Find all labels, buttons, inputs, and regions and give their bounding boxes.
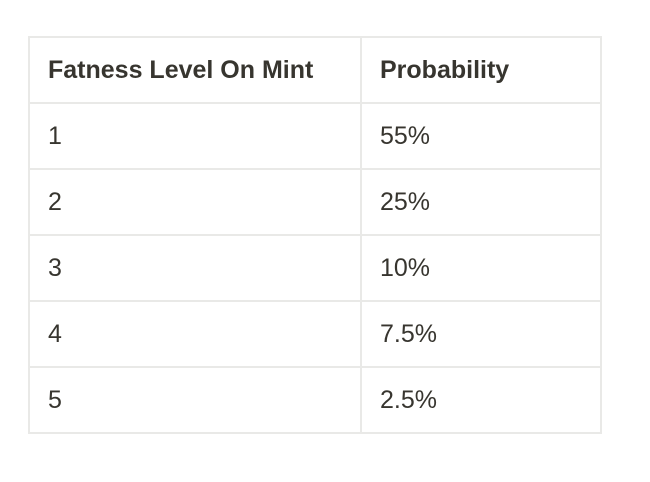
cell-fatness-level: 1: [28, 102, 362, 170]
cell-probability: 10%: [360, 234, 602, 302]
table-row: 2 25%: [28, 168, 602, 236]
cell-probability: 25%: [360, 168, 602, 236]
table-header: Fatness Level On Mint Probability: [28, 36, 602, 104]
cell-fatness-level: 2: [28, 168, 362, 236]
cell-probability: 7.5%: [360, 300, 602, 368]
cell-fatness-level: 5: [28, 366, 362, 434]
table-row: 1 55%: [28, 102, 602, 170]
cell-probability: 55%: [360, 102, 602, 170]
probability-table: Fatness Level On Mint Probability 1 55% …: [28, 36, 602, 434]
table-body: 1 55% 2 25% 3 10% 4 7.5% 5 2.5%: [28, 102, 602, 434]
header-fatness-level: Fatness Level On Mint: [28, 36, 362, 104]
table-row: 5 2.5%: [28, 366, 602, 434]
table-row: 3 10%: [28, 234, 602, 302]
cell-fatness-level: 4: [28, 300, 362, 368]
header-probability: Probability: [360, 36, 602, 104]
cell-fatness-level: 3: [28, 234, 362, 302]
header-row: Fatness Level On Mint Probability: [28, 36, 602, 104]
probability-table-container: Fatness Level On Mint Probability 1 55% …: [28, 36, 602, 434]
cell-probability: 2.5%: [360, 366, 602, 434]
table-row: 4 7.5%: [28, 300, 602, 368]
